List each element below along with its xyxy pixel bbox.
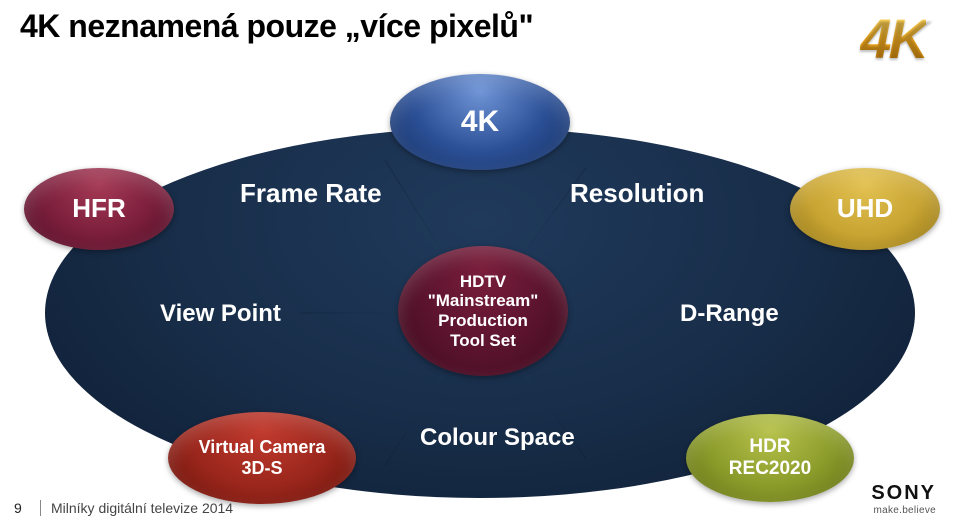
page-title: 4K neznamená pouze „více pixelů" <box>20 8 533 45</box>
bubble-hdtv-center: HDTV"Mainstream"ProductionTool Set <box>398 246 568 376</box>
label-resolution: Resolution <box>570 178 704 209</box>
bubble-uhd: UHD <box>790 168 940 250</box>
bubble-hdr-rec2020: HDRREC2020 <box>686 414 854 502</box>
bubble-4k: 4K <box>390 74 570 170</box>
label-d-range: D-Range <box>680 300 779 328</box>
brand-tagline: make.believe <box>871 505 936 516</box>
bubble-hfr: HFR <box>24 168 174 250</box>
bubble-virtual-camera: Virtual Camera3D-S <box>168 412 356 504</box>
bubble-hfr-label: HFR <box>72 194 125 224</box>
page-number: 9 <box>14 500 22 516</box>
bubble-center-label: HDTV"Mainstream"ProductionTool Set <box>428 272 539 350</box>
label-view-point: View Point <box>160 300 281 328</box>
brand-block: SONY make.believe <box>871 482 936 516</box>
label-frame-rate: Frame Rate <box>240 178 382 209</box>
bubble-4k-label: 4K <box>461 105 499 140</box>
bubble-uhd-label: UHD <box>837 194 893 224</box>
label-colour-space: Colour Space <box>420 424 575 452</box>
bubble-vcam-label: Virtual Camera3D-S <box>199 437 326 478</box>
bubble-hdr-label: HDRREC2020 <box>729 436 811 480</box>
slide: 4K neznamená pouze „více pixelů" 4K Fram… <box>0 0 960 524</box>
footer-caption: Milníky digitální televize 2014 <box>40 500 233 516</box>
brand-wordmark: SONY <box>871 482 936 505</box>
logo-4k-text: 4K <box>860 7 926 70</box>
logo-4k: 4K <box>860 6 926 71</box>
